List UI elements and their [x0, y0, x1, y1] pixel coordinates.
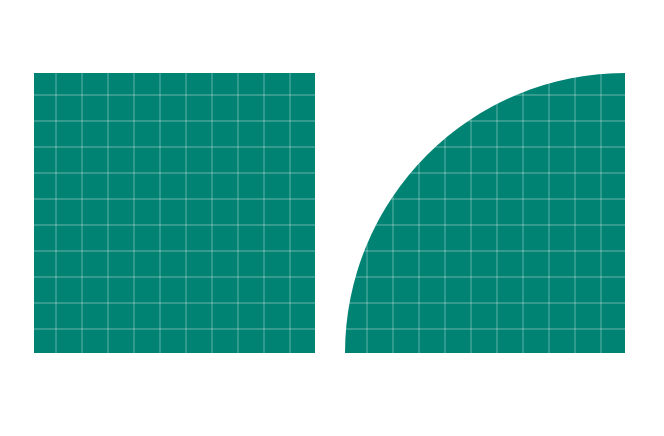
square-fill — [34, 73, 315, 353]
grid-square — [34, 73, 315, 353]
square-grid-lines — [34, 73, 315, 353]
grid-quarter-circle — [345, 73, 625, 353]
quarter-circle-fill — [345, 73, 625, 353]
